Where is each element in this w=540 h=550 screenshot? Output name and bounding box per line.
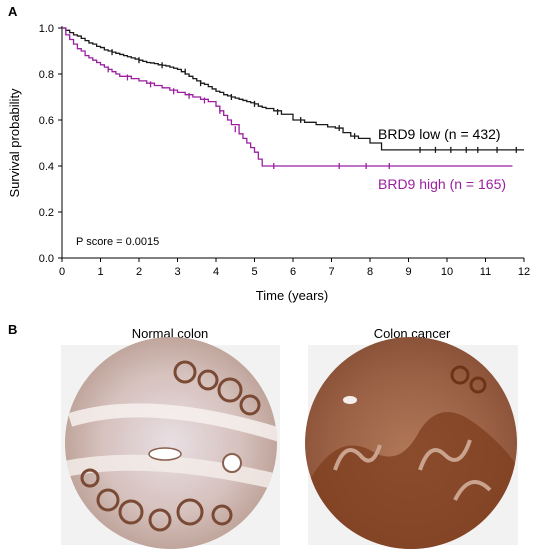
chart-censor-marks [107, 49, 517, 169]
x-tick-label: 3 [174, 266, 180, 278]
y-tick-label: 1.0 [39, 23, 54, 35]
chart-curves [62, 27, 524, 167]
x-tick-label: 6 [290, 266, 296, 278]
x-tick-label: 9 [405, 266, 411, 278]
y-tick-label: 0.0 [39, 253, 54, 265]
x-tick-label: 8 [367, 266, 373, 278]
survival-curve-brd9-low [62, 27, 524, 151]
x-tick-label: 12 [518, 266, 530, 278]
colon-cancer-title: Colon cancer [374, 326, 451, 341]
y-axis-label: Survival probability [7, 88, 22, 198]
x-tick-label: 7 [328, 266, 334, 278]
colon-cancer-panel: Colon cancer [305, 326, 518, 549]
normal-colon-panel: Normal colon [61, 326, 280, 549]
survival-curve-brd9-high [62, 27, 513, 167]
normal-colon-title: Normal colon [132, 326, 209, 341]
chart-ticks: 0 1 2 3 4 5 6 7 8 9 10 11 120.00.20.40.60.81.0 [39, 23, 530, 278]
panel-label-b: B [8, 322, 17, 337]
y-tick-label: 0.6 [39, 115, 54, 127]
legend-brd9-low: BRD9 low (n = 432) [378, 126, 501, 142]
survival-chart: 0 1 2 3 4 5 6 7 8 9 10 11 120.00.20.40.60.81.0 Time … [7, 23, 530, 303]
y-tick-label: 0.2 [39, 207, 54, 219]
chart-axes [61, 26, 524, 259]
panel-label-a: A [8, 4, 18, 19]
x-tick-label: 5 [251, 266, 257, 278]
colon-cancer-texture [305, 365, 517, 549]
x-tick-label: 10 [441, 266, 453, 278]
legend-brd9-high: BRD9 high (n = 165) [378, 176, 506, 192]
y-tick-label: 0.8 [39, 69, 54, 81]
x-tick-label: 0 [59, 266, 65, 278]
x-tick-label: 1 [97, 266, 103, 278]
x-tick-label: 4 [213, 266, 219, 278]
x-axis-label: Time (years) [256, 288, 328, 303]
x-tick-label: 11 [480, 266, 491, 278]
y-tick-label: 0.4 [39, 161, 54, 173]
p-score-annotation: P score = 0.0015 [76, 236, 159, 248]
x-tick-label: 2 [136, 266, 142, 278]
normal-colon-texture [65, 360, 277, 532]
